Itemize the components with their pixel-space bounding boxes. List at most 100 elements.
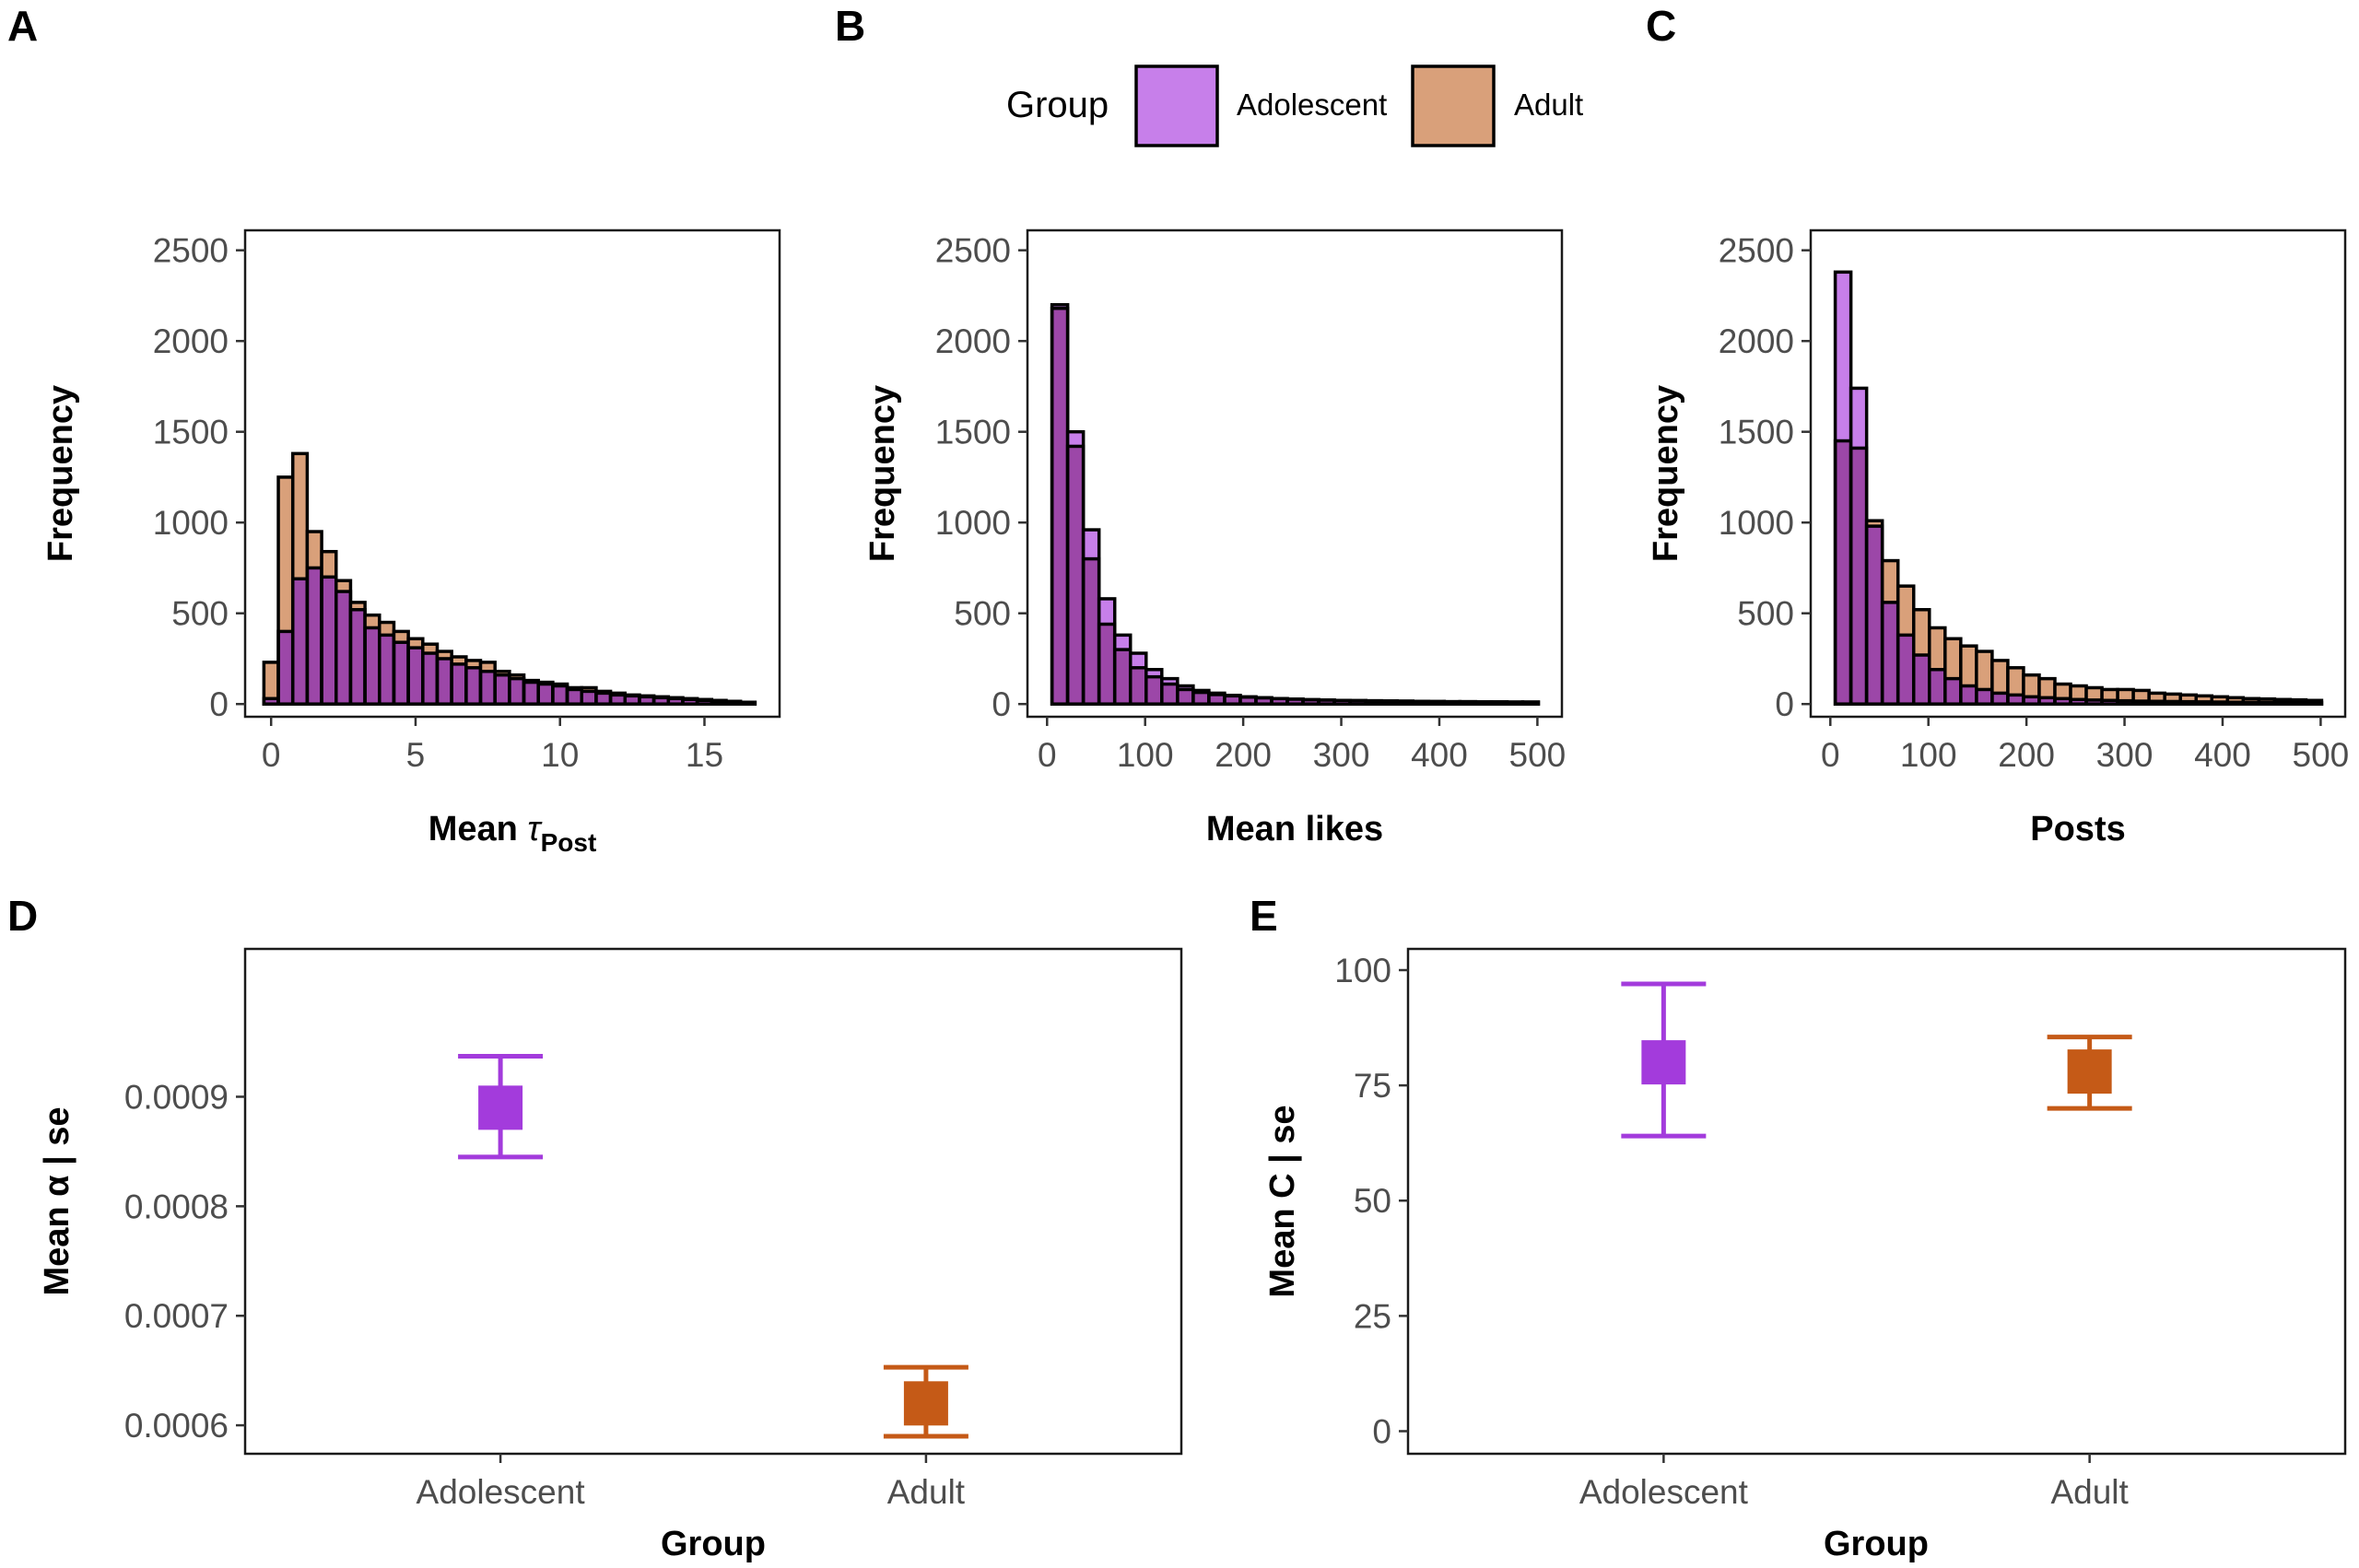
panel-b-bar-overlap [1177,689,1193,705]
panel-c-ylabel: Frequency [1647,385,1685,562]
panel-c-bar-outline-adult [2304,698,2324,706]
panel-c-bar-overlap [1929,669,1945,705]
panel-e-xtick-label: Adolescent [1579,1473,1749,1511]
legend-label-adolescent: Adolescent [1237,88,1387,122]
panel-a-bar-adult [278,476,293,632]
panel-c-xtick-label: 400 [2194,736,2251,774]
panel-a-ytick-label: 1000 [153,504,229,542]
panel-b-bar-outline-adult [1473,700,1494,706]
panel-a-bar-adult [480,661,496,672]
panel-a-bar-overlap [668,698,683,705]
panel-a-bar-overlap [639,696,654,705]
legend-swatch-adult [1411,64,1496,147]
panel-b-bar-adolescent [1067,431,1084,447]
panel-c-bar-adult [2007,667,2024,696]
panel-b-bar-overlap [1287,698,1304,705]
panel-e-ytick-label: 25 [1354,1297,1391,1335]
panel-d-adult-mean-point [903,1381,948,1426]
panel-c-bar-overlap [1835,440,1851,705]
legend-swatch-adolescent [1134,64,1219,147]
panel-a-bar-outline-adult [724,699,743,706]
panel-a-ytick-label: 0 [209,685,229,723]
panel-c-bar-adult [2071,685,2087,700]
panel-a-xtick-label: 10 [541,736,579,774]
panel-a-histogram: 0 5 10 15 0 500 1000 1500 2000 2500 Mean τPost Fr… [41,228,781,857]
panel-a-bar-overlap [307,568,323,705]
legend: Group Adolescent Adult [1006,64,1583,147]
panel-c-bar-adult [2165,694,2181,702]
panel-a-bar-adult [335,580,351,592]
panel-a-bar-overlap [437,658,452,705]
panel-e-ytick-label: 75 [1354,1067,1391,1105]
panel-a-bar-overlap [495,674,510,705]
panel-e-xtick-label: Adult [2050,1473,2129,1511]
panel-c-bar-overlap [2118,700,2134,705]
panel-c-bar-overlap [1913,655,1930,705]
panel-c-bar-overlap [2054,698,2071,705]
panel-a-bar-outline-adult [738,700,757,706]
panel-a-bar-adult [307,532,323,568]
panel-c-bar-overlap [1944,678,1961,705]
panel-c-bar-adult [1913,609,1930,656]
panel-a-bar-adult [393,631,409,643]
panel-e-points [1621,981,2132,1139]
panel-d-xtick-label: Adult [887,1473,966,1511]
panel-b-bar-adolescent [1145,669,1162,677]
panel-b-bar-overlap [1051,308,1068,705]
panel-a-ylabel: Frequency [41,385,80,562]
panel-b-bar-outline-adult [1395,699,1414,706]
panel-b-xtick-label: 0 [1038,736,1057,774]
panel-c-bar-adult [2102,689,2118,701]
panel-e-xlabel: Group [1824,1525,1929,1563]
panel-c-ytick-label: 1000 [1719,504,1794,542]
panel-c-bar-adult [2133,690,2150,702]
panel-b-bar-outline-adult [1411,699,1431,706]
panel-c-ytick-label: 2000 [1719,322,1794,360]
panel-b-xtick-label: 200 [1215,736,1272,774]
panel-b-bar-overlap [1303,699,1320,705]
panel-b-bar-outline-adult [1505,700,1525,706]
panel-b-xtick-label: 400 [1411,736,1468,774]
panel-c-histogram: 0 100 200 300 400 500 0 500 1000 1500 2000 2500 Pos… [1647,228,2349,848]
panel-a-bar-overlap [567,689,582,705]
panel-letter-e: E [1250,892,1278,940]
panel-b-frame [1026,228,1564,719]
panel-b-bar-overlap [1224,696,1240,705]
panel-c-ytick-label: 0 [1775,685,1794,723]
panel-b-bar-overlap [1319,699,1335,705]
panel-a-xlabel-main: Mean [428,810,528,848]
legend-title: Group [1006,85,1109,125]
panel-b-ytick-label: 2000 [935,322,1011,360]
panel-a-bar-adult [408,638,423,649]
panel-c-bar-adult [1866,521,1883,527]
panel-c-bar-adult [2180,695,2197,702]
panel-b-ticks: 0 100 200 300 400 500 0 500 1000 1500 2000 2500 [935,232,1567,774]
panel-a-bar-overlap [452,663,466,705]
panel-a-frame [243,228,781,719]
panel-b-xtick-label: 500 [1509,736,1567,774]
panel-c-bar-adult [1882,560,1898,603]
panel-c-bar-adult [1976,651,1992,690]
panel-c-bar-adult [1944,638,1961,679]
panel-e-ytick-label: 100 [1334,952,1391,989]
panel-b-bar-overlap [1192,692,1209,705]
panel-a-xtick-label: 0 [262,736,281,774]
panel-c-bar-overlap [1866,526,1883,705]
panel-d-ytick-label: 0.0009 [124,1078,229,1116]
panel-a-bar-overlap [538,684,553,705]
panel-d-ytick-label: 0.0007 [124,1297,229,1335]
panel-c-bar-overlap [2102,700,2118,705]
panel-e-ytick-label: 50 [1354,1182,1391,1220]
panel-c-bar-adolescent [1835,272,1851,441]
panel-c-bar-adult [2023,674,2039,697]
panel-c-bar-overlap [1882,602,1898,705]
panel-e-ticks: Adolescent Adult 0 25 50 75 100 [1334,952,2129,1511]
panel-d-ytick-label: 0.0008 [124,1188,229,1225]
panel-a-bar-overlap [393,642,409,705]
panel-c-ytick-label: 500 [1737,595,1794,633]
panel-a-bar-overlap [552,685,568,705]
panel-a-xtick-label: 5 [406,736,426,774]
panel-d-ticks: Adolescent Adult 0.0006 0.0007 0.0008 0.0009 [124,1078,966,1511]
